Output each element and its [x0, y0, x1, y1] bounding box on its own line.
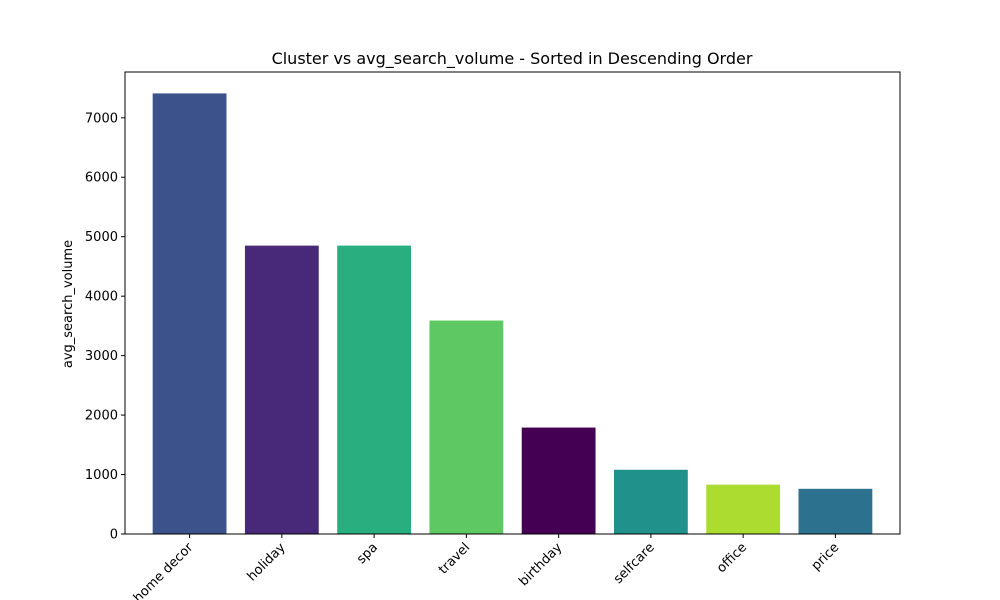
y-tick-label: 5000 [85, 230, 118, 245]
x-tick-label: birthday [516, 540, 565, 589]
bar-spa [337, 245, 412, 534]
bar-selfcare [613, 469, 688, 534]
x-tick-label: home decor [131, 540, 197, 600]
y-tick-label: 0 [110, 528, 118, 543]
x-tick-label: holiday [245, 540, 289, 584]
x-tick-label: spa [354, 540, 381, 567]
y-tick-label: 1000 [85, 468, 118, 483]
bar-home-decor [152, 93, 227, 535]
bar-price [798, 488, 873, 534]
plot-area-frame [124, 71, 901, 535]
y-tick-label: 3000 [85, 349, 118, 364]
y-tick-label: 4000 [85, 290, 118, 305]
y-axis-ticks: 0 1000 2000 3000 4000 5000 6000 7000 [85, 111, 125, 543]
x-tick-label: selfcare [611, 540, 658, 587]
x-tick-label: price [809, 540, 842, 573]
y-tick-label: 7000 [85, 111, 118, 126]
x-tick-label: travel [436, 540, 473, 577]
y-tick-label: 6000 [85, 171, 118, 186]
chart-title: Cluster vs avg_search_volume - Sorted in… [272, 49, 753, 69]
y-tick-label: 2000 [85, 409, 118, 424]
x-axis-ticks: home decor holiday spa travel birthday selfca… [131, 534, 842, 600]
bar-holiday [244, 245, 319, 534]
bar-office [706, 484, 781, 534]
bars-group [152, 93, 873, 535]
x-tick-label: office [714, 540, 750, 576]
bar-travel [429, 320, 504, 534]
bar-birthday [521, 427, 596, 534]
y-axis-label: avg_search_volume [61, 240, 76, 368]
